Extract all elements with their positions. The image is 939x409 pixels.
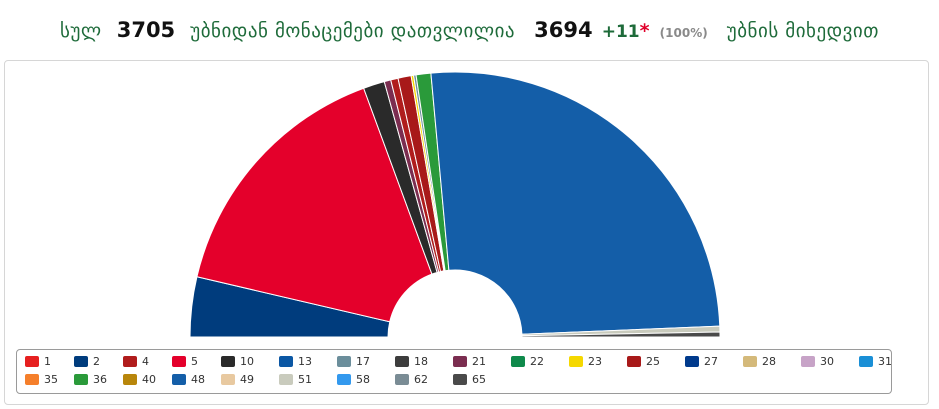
legend-label: 13: [298, 355, 312, 368]
slice-party-48[interactable]: [430, 71, 721, 335]
legend-swatch: [511, 356, 525, 367]
legend-label: 27: [704, 355, 718, 368]
legend-label: 21: [472, 355, 486, 368]
chart-legend: 1 2 4 5 10 13 17 18 21 22 23 25 27 28 30 31 35 36 40 48 49 51…: [16, 349, 892, 394]
legend-label: 1: [44, 355, 51, 368]
legend-label: 58: [356, 373, 370, 386]
legend-swatch: [337, 356, 351, 367]
legend-swatch: [801, 356, 815, 367]
legend-swatch: [279, 356, 293, 367]
by-precinct-label: უბნის მიხედვით: [726, 20, 879, 42]
legend-swatch: [627, 356, 641, 367]
legend-label: 25: [646, 355, 660, 368]
legend-swatch: [279, 374, 293, 385]
legend-label: 49: [240, 373, 254, 386]
legend-swatch: [74, 374, 88, 385]
legend-swatch: [25, 356, 39, 367]
legend-label: 62: [414, 373, 428, 386]
legend-label: 17: [356, 355, 370, 368]
counted-precincts: 3694: [534, 18, 593, 42]
legend-label: 28: [762, 355, 776, 368]
legend-swatch: [569, 356, 583, 367]
extra-precincts: +11: [601, 22, 640, 42]
total-label: სულ: [60, 20, 102, 42]
legend-swatch: [221, 356, 235, 367]
legend-label: 4: [142, 355, 149, 368]
legend-swatch: [859, 356, 873, 367]
legend-swatch: [395, 356, 409, 367]
legend-label: 18: [414, 355, 428, 368]
legend-label: 2: [93, 355, 100, 368]
legend-swatch: [453, 374, 467, 385]
chart-slices: [189, 71, 721, 338]
legend-swatch: [123, 374, 137, 385]
legend-swatch: [685, 356, 699, 367]
legend-label: 35: [44, 373, 58, 386]
legend-label: 51: [298, 373, 312, 386]
legend-label: 40: [142, 373, 156, 386]
legend-label: 5: [191, 355, 198, 368]
legend-label: 65: [472, 373, 486, 386]
slice-party-5[interactable]: [196, 87, 433, 323]
legend-swatch: [172, 356, 186, 367]
legend-label: 48: [191, 373, 205, 386]
legend-swatch: [221, 374, 235, 385]
legend-swatch: [743, 356, 757, 367]
legend-label: 30: [820, 355, 834, 368]
legend-label: 23: [588, 355, 602, 368]
legend-swatch: [453, 356, 467, 367]
legend-swatch: [395, 374, 409, 385]
counted-label: უბნიდან მონაცემები დათვლილია: [190, 20, 516, 42]
legend-swatch: [123, 356, 137, 367]
counted-percent: (100%): [659, 26, 708, 40]
legend-label: 10: [240, 355, 254, 368]
legend-swatch: [337, 374, 351, 385]
legend-swatch: [172, 374, 186, 385]
slice-party-65[interactable]: [521, 331, 721, 338]
asterisk: *: [639, 20, 650, 42]
legend-label: 22: [530, 355, 544, 368]
legend-swatch: [25, 374, 39, 385]
legend-label: 36: [93, 373, 107, 386]
legend-label: 31: [878, 355, 892, 368]
total-precincts: 3705: [116, 18, 176, 42]
legend-swatch: [74, 356, 88, 367]
results-header: სულ 3705 უბნიდან მონაცემები დათვლილია 36…: [0, 18, 939, 42]
